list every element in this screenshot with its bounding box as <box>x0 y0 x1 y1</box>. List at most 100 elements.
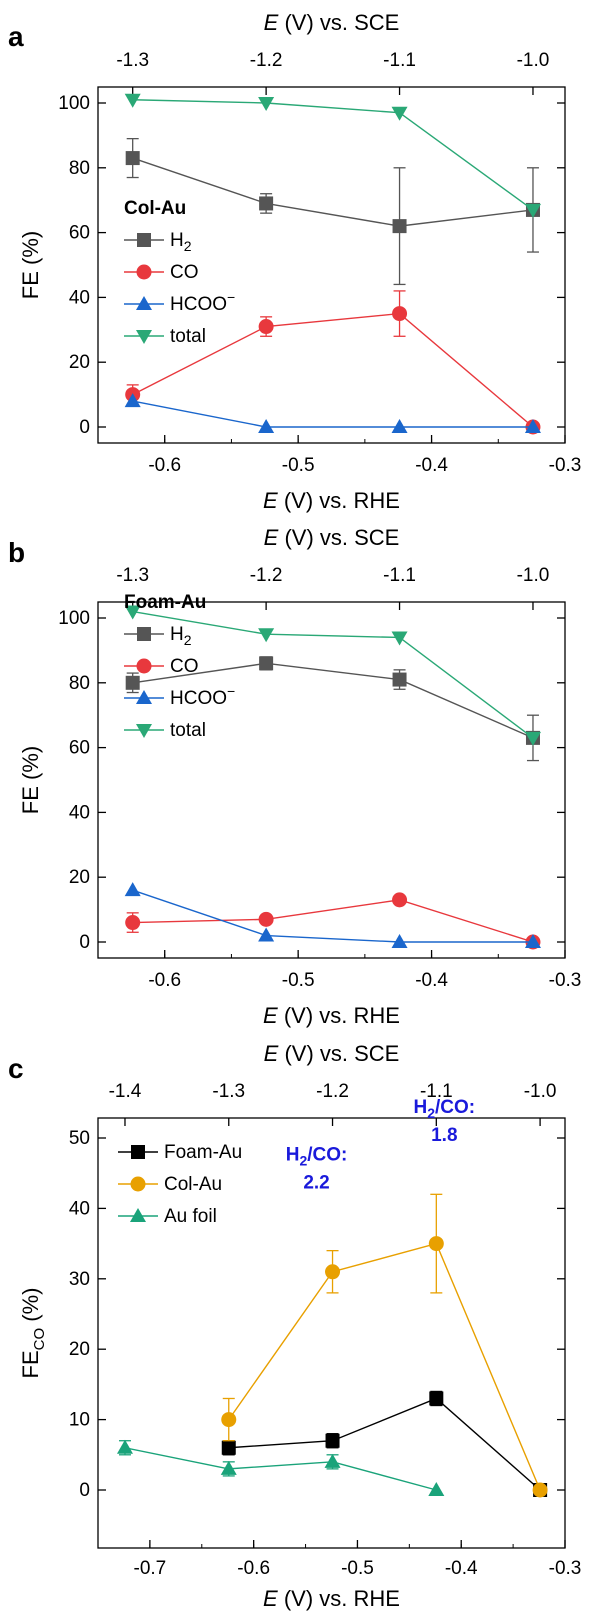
x-tick-label: -0.6 <box>237 1558 270 1579</box>
y-tick-label: 0 <box>79 1480 90 1501</box>
x-tick-label: -0.6 <box>148 970 181 991</box>
y-tick-label: 40 <box>69 287 90 308</box>
series-hcoo <box>125 393 541 433</box>
annotation-label: H2/CO: <box>286 1144 348 1168</box>
top-tick-label: -1.1 <box>383 50 416 71</box>
legend: Col-Au H2 CO HCOO− total <box>124 198 235 347</box>
data-point <box>326 1434 340 1448</box>
series-col_au <box>221 1194 547 1497</box>
top-axis-label: E (V) vs. SCE <box>264 525 400 550</box>
data-point <box>393 219 407 233</box>
data-point <box>429 1391 443 1405</box>
y-tick-label: 60 <box>69 223 90 244</box>
top-tick-label: -1.3 <box>212 1081 245 1102</box>
panel-b: b E (V) vs. SCE -1.3 -1.2 -1.1 -1.0 -0.6 -0.5 -0… <box>8 525 581 1028</box>
legend-label: HCOO− <box>170 289 235 315</box>
legend-label: total <box>170 720 206 741</box>
y-tick-label: 80 <box>69 158 90 179</box>
legend: Foam-AuCol-AuAu foil <box>118 1142 242 1227</box>
top-tick-label: -1.4 <box>109 1081 142 1102</box>
top-tick-label: -1.2 <box>250 50 283 71</box>
top-tick-label: -1.0 <box>517 565 550 586</box>
data-point <box>429 1236 444 1251</box>
annotation-label: H2/CO: <box>413 1097 475 1121</box>
y-tick-label: 40 <box>69 1198 90 1219</box>
data-point <box>259 319 274 334</box>
data-point <box>392 306 407 321</box>
y-tick-label: 20 <box>69 352 90 373</box>
y-tick-label: 20 <box>69 1339 90 1360</box>
data-point <box>392 419 408 433</box>
legend-label: H2 <box>170 624 192 648</box>
series-total <box>125 94 541 218</box>
top-tick-label: -1.3 <box>116 50 149 71</box>
legend-marker <box>137 233 151 247</box>
y-tick-label: 0 <box>79 932 90 953</box>
data-point <box>125 94 141 108</box>
panel-letter: a <box>8 21 24 52</box>
top-tick-label: -1.2 <box>316 1081 349 1102</box>
legend-marker <box>131 1145 145 1159</box>
legend: Foam-Au H2 CO HCOO− total <box>124 592 235 741</box>
data-point <box>125 915 140 930</box>
data-point <box>258 928 274 942</box>
data-point <box>221 1412 236 1427</box>
annotation-value: 1.8 <box>431 1125 457 1146</box>
data-point <box>126 676 140 690</box>
annotation-value: 2.2 <box>303 1172 329 1193</box>
plot-frame <box>98 87 565 443</box>
y-tick-label: 30 <box>69 1269 90 1290</box>
x-tick-label: -0.4 <box>415 970 448 991</box>
series-line <box>133 100 533 210</box>
x-tick-label: -0.5 <box>282 455 315 476</box>
legend-marker <box>136 330 152 344</box>
plot-frame <box>98 602 565 958</box>
x-axis-label: E (V) vs. RHE <box>263 1586 400 1611</box>
top-tick-label: -1.2 <box>250 565 283 586</box>
x-tick-label: -0.7 <box>134 1558 167 1579</box>
legend-label: CO <box>170 656 199 677</box>
y-axis-label: FECO (%) <box>18 1288 48 1379</box>
top-tick-label: -1.0 <box>517 50 550 71</box>
ratio-annotation: H2/CO: 1.8 <box>413 1097 475 1146</box>
series-hcoo <box>125 882 541 948</box>
panel-c: c E (V) vs. SCE -1.4 -1.3 -1.2 -1.1 -1.0 -0.7 -0… <box>8 1041 581 1611</box>
legend-label: total <box>170 326 206 347</box>
top-tick-label: -1.0 <box>524 1081 557 1102</box>
legend-label: H2 <box>170 230 192 254</box>
ratio-annotation: H2/CO: 2.2 <box>286 1144 348 1193</box>
legend-label: CO <box>170 262 199 283</box>
data-point <box>126 151 140 165</box>
legend-marker <box>136 296 152 310</box>
y-tick-label: 20 <box>69 867 90 888</box>
y-tick-label: 40 <box>69 802 90 823</box>
data-point <box>392 107 408 121</box>
data-point <box>392 934 408 948</box>
legend-marker <box>137 659 152 674</box>
top-tick-label: -1.3 <box>116 565 149 586</box>
legend-marker <box>137 265 152 280</box>
series-au_foil <box>117 1440 444 1496</box>
legend-marker <box>136 724 152 738</box>
legend-title: Foam-Au <box>124 592 206 613</box>
y-tick-label: 100 <box>58 608 90 629</box>
panel-letter: b <box>8 537 25 568</box>
panel-a: aE (V) vs. SCE-1.3 -1.2 -1.1 -1.0-0.6 -0.5 -0… <box>8 10 581 513</box>
legend-label: HCOO− <box>170 683 235 709</box>
x-tick-label: -0.4 <box>445 1558 478 1579</box>
y-tick-label: 80 <box>69 673 90 694</box>
series-line <box>125 1448 436 1490</box>
x-tick-label: -0.5 <box>282 970 315 991</box>
x-tick-label: -0.3 <box>549 1558 582 1579</box>
data-point <box>259 912 274 927</box>
legend-marker <box>130 1208 146 1222</box>
data-point <box>533 1483 548 1498</box>
legend-title: Col-Au <box>124 198 186 219</box>
y-tick-label: 60 <box>69 738 90 759</box>
y-tick-label: 10 <box>69 1410 90 1431</box>
data-point <box>125 882 141 896</box>
x-tick-label: -0.3 <box>549 970 582 991</box>
top-tick-label: -1.1 <box>383 565 416 586</box>
x-axis-label: E (V) vs. RHE <box>263 488 400 513</box>
